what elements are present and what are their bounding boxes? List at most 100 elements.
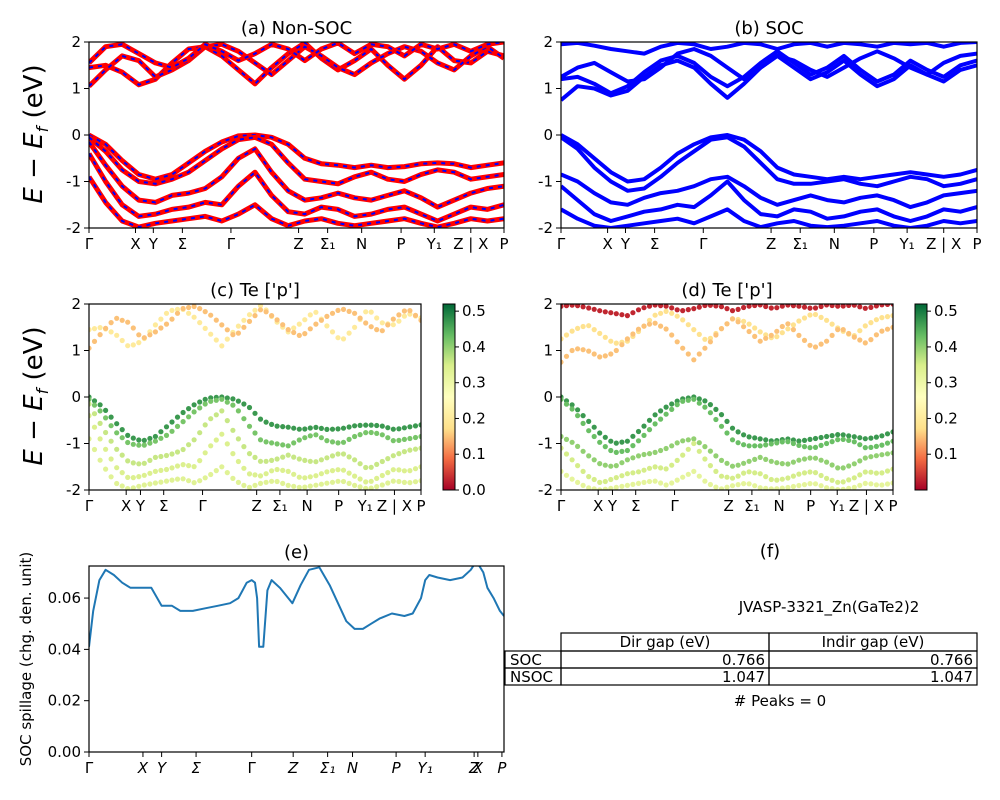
projection-point — [879, 328, 885, 334]
projection-point — [741, 481, 747, 487]
projection-point — [658, 323, 664, 329]
band-line-soc-overlay-5 — [89, 141, 504, 209]
projection-point — [136, 461, 142, 467]
projection-point — [241, 416, 247, 422]
projection-point — [213, 412, 219, 418]
projection-point — [163, 321, 170, 327]
projection-point — [586, 323, 592, 329]
projection-point — [619, 448, 625, 454]
projection-point — [580, 304, 586, 310]
projection-point — [713, 304, 719, 309]
ytick-label: -1 — [66, 173, 81, 191]
projection-point — [313, 321, 319, 327]
projection-point — [103, 429, 109, 436]
ytick-label: 1 — [71, 80, 81, 98]
projection-point — [624, 457, 631, 463]
projection-point — [202, 422, 208, 428]
projection-point — [374, 422, 380, 429]
projection-point — [851, 334, 857, 340]
projection-point — [846, 437, 852, 443]
projection-point — [401, 479, 407, 485]
projection-point — [824, 433, 830, 440]
projection-point — [785, 439, 791, 445]
projection-point — [735, 482, 741, 488]
projection-point — [591, 486, 597, 490]
xtick-label: Γ — [85, 497, 94, 515]
projection-point — [202, 401, 208, 407]
projection-point — [812, 305, 819, 311]
projection-point — [202, 325, 208, 331]
projection-point — [563, 304, 570, 309]
projection-point — [763, 335, 769, 341]
projection-point — [613, 449, 619, 455]
projection-point — [696, 440, 702, 446]
colorbar-gradient — [914, 303, 928, 491]
projection-point — [613, 463, 619, 469]
projection-point — [796, 442, 802, 448]
projection-point — [724, 460, 730, 466]
projection-point — [191, 464, 197, 470]
projection-point — [801, 337, 808, 343]
projection-point — [840, 432, 846, 438]
projection-point — [691, 357, 697, 363]
projection-point — [752, 470, 758, 476]
projection-point — [602, 309, 608, 315]
projection-point — [202, 450, 208, 456]
projection-point — [796, 438, 802, 444]
projection-point — [729, 316, 736, 322]
projection-point — [174, 414, 181, 420]
projection-point — [580, 468, 586, 474]
projection-point — [580, 347, 586, 353]
ylabel-row1: E − Ef (eV) — [19, 64, 52, 203]
projection-point — [213, 437, 219, 443]
ytick-label: -1 — [538, 435, 553, 453]
projection-point — [774, 486, 780, 490]
projection-point — [119, 452, 125, 458]
projection-point — [685, 322, 691, 328]
projection-point — [136, 442, 142, 448]
projection-point — [324, 438, 330, 444]
projection-point — [291, 471, 297, 477]
projection-point — [119, 317, 125, 323]
projection-point — [307, 483, 313, 489]
colorbar-tick-label: 0.4 — [462, 338, 486, 356]
projection-point — [313, 432, 319, 438]
projection-point — [669, 305, 675, 311]
projection-point — [608, 485, 614, 490]
table-row-nsoc-dir: 1.047 — [722, 668, 765, 686]
projection-point — [407, 435, 413, 442]
projection-point — [412, 479, 419, 485]
projection-point — [763, 304, 769, 310]
projection-point — [219, 322, 225, 328]
ylabel-row2-minus: − — [19, 411, 49, 449]
projection-point — [241, 482, 247, 488]
projection-point — [702, 404, 708, 410]
projection-point — [840, 486, 846, 490]
projection-point — [851, 461, 857, 467]
ytick-label: 2 — [71, 295, 81, 313]
projection-point — [658, 465, 664, 471]
xtick-label: Γ — [198, 497, 207, 515]
projection-point — [580, 420, 586, 426]
projection-point — [219, 408, 225, 414]
projection-point — [169, 428, 175, 434]
projection-point — [857, 304, 863, 310]
projection-point — [318, 425, 324, 431]
projection-point — [147, 440, 153, 446]
projection-point — [352, 324, 358, 330]
projection-point — [235, 323, 241, 329]
projection-point — [746, 443, 752, 449]
panel-e-frame — [88, 565, 505, 753]
projection-point — [757, 443, 763, 449]
projection-point — [174, 449, 181, 455]
projection-point — [658, 447, 664, 454]
ylabel-row1-E2: E — [19, 132, 49, 149]
projection-point — [669, 462, 675, 468]
projection-point — [652, 412, 658, 418]
projection-point — [396, 426, 402, 432]
projection-point — [746, 481, 752, 487]
ytick-label: 0.02 — [48, 692, 81, 710]
band-line-7 — [561, 179, 977, 223]
projection-point — [763, 442, 769, 448]
